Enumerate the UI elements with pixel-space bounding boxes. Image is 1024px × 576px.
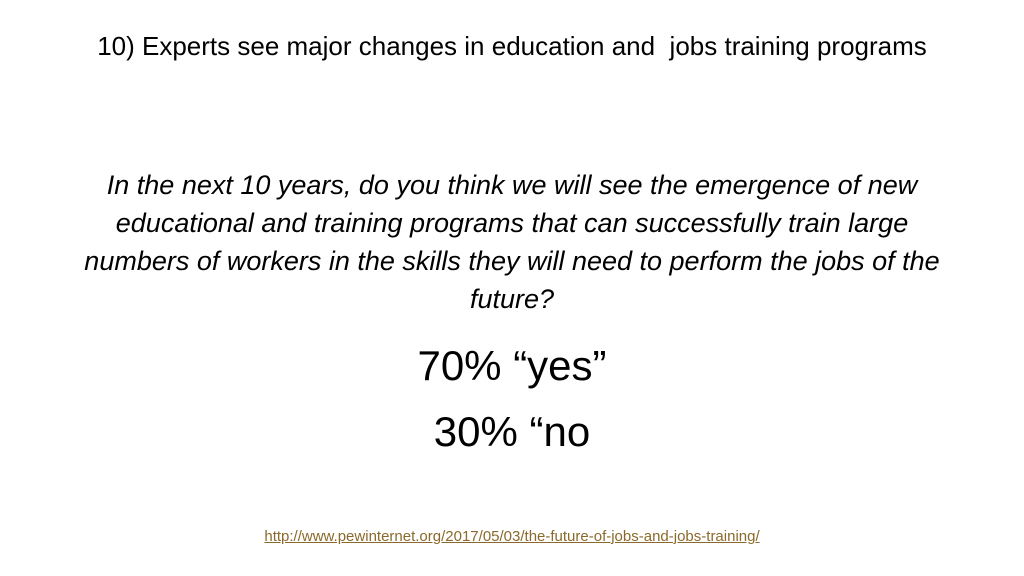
result-no: 30% “no	[433, 408, 591, 455]
slide-title: 10) Experts see major changes in educati…	[97, 31, 927, 61]
source-link[interactable]: http://www.pewinternet.org/2017/05/03/th…	[264, 528, 760, 545]
source-footer: http://www.pewinternet.org/2017/05/03/th…	[0, 527, 1024, 547]
result-yes: 70% “yes”	[417, 342, 607, 389]
survey-question: In the next 10 years, do you think we wi…	[84, 170, 940, 314]
